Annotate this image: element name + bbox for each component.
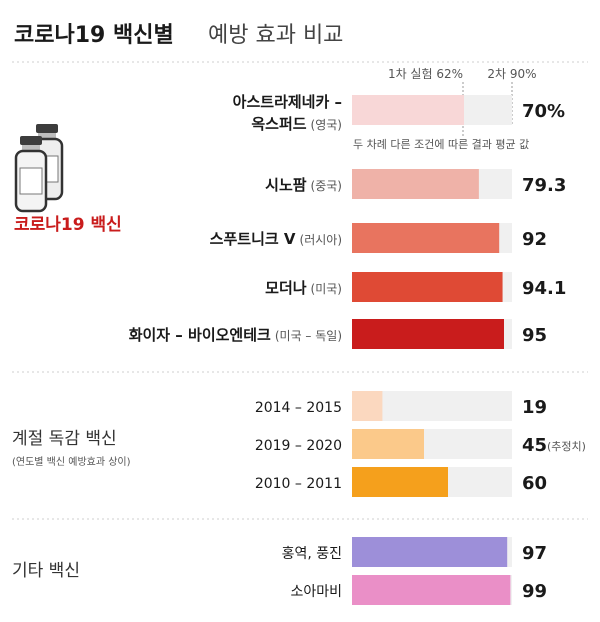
bar xyxy=(352,575,511,605)
bar-value-label: 19 xyxy=(522,397,547,418)
bar-value-label: 45 xyxy=(522,435,547,456)
bar-value-label: 94.1 xyxy=(522,278,566,299)
bar-category-label-line2: 옥스퍼드 (영국) xyxy=(251,115,342,133)
bar-value-label: 95 xyxy=(522,325,547,346)
bar xyxy=(352,95,464,125)
bar xyxy=(352,467,448,497)
vaccine-vials-icon xyxy=(14,124,64,213)
chart-title-bold: 코로나19 백신별 xyxy=(14,23,174,48)
bar-category-label: 아스트라제네카 – xyxy=(233,93,342,111)
bar-category-label: 홍역, 풍진 xyxy=(282,546,342,562)
bars-layer: 70% 아스트라제네카 – 옥스퍼드 (영국) 79.3 시노팜 (중국) 92 스푸트니크 V… xyxy=(129,93,586,605)
bar-category-label: 2010 – 2011 xyxy=(255,476,342,492)
bar-category-label: 소아마비 xyxy=(290,584,342,600)
bar xyxy=(352,391,383,421)
bar-value-note: (추정치) xyxy=(547,440,586,453)
bar-value-label: 92 xyxy=(522,229,547,250)
group-label-flu: 계절 독감 백신 xyxy=(12,429,117,449)
bar-value-label: 79.3 xyxy=(522,175,566,196)
bar-category-label: 화이자 – 바이오엔테크 (미국 – 독일) xyxy=(129,326,342,344)
bar xyxy=(352,319,504,349)
bar-category-label: 2014 – 2015 xyxy=(255,400,342,416)
bar xyxy=(352,169,479,199)
bar-value-label: 97 xyxy=(522,543,547,564)
average-note: 두 차례 다른 조건에 따른 결과 평균 값 xyxy=(353,138,529,151)
chart-title: 코로나19 백신별 예방 효과 비교 xyxy=(14,23,343,48)
bar-category-label: 스푸트니크 V (러시아) xyxy=(210,230,342,248)
second-dose-annotation: 2차 90% xyxy=(487,67,536,81)
bar xyxy=(352,537,508,567)
first-dose-annotation: 1차 실험 62% xyxy=(388,67,463,81)
bar-value-label: 99 xyxy=(522,581,547,602)
group-label-covid: 코로나19 백신 xyxy=(14,215,122,235)
bar xyxy=(352,272,503,302)
bar xyxy=(352,429,424,459)
chart-title-rest: 예방 효과 비교 xyxy=(208,23,343,48)
bar-value-label: 70% xyxy=(522,101,565,122)
bar xyxy=(352,223,500,253)
group-sublabel-flu: (연도별 백신 예방효과 상이) xyxy=(12,456,131,468)
bar-category-label: 시노팜 (중국) xyxy=(265,176,342,194)
bar-category-label: 모더나 (미국) xyxy=(265,279,342,297)
group-label-other: 기타 백신 xyxy=(12,561,80,581)
bar-category-label: 2019 – 2020 xyxy=(255,438,342,454)
bar-value-label: 60 xyxy=(522,473,547,494)
